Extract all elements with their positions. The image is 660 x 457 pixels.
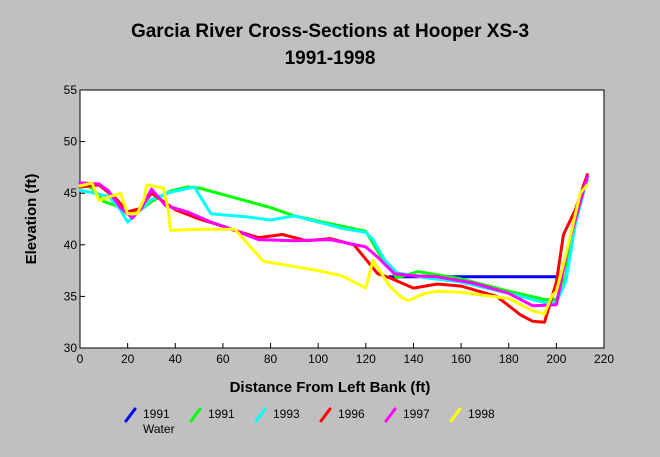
legend-swatch-0 bbox=[124, 407, 137, 423]
x-tick-label: 0 bbox=[77, 352, 84, 366]
legend-swatch-4 bbox=[384, 407, 397, 423]
legend-swatch-3 bbox=[319, 407, 332, 423]
legend-label-1: 1991 bbox=[208, 407, 235, 421]
legend-label-2: 1993 bbox=[273, 407, 300, 421]
legend-swatch-1 bbox=[189, 407, 202, 423]
y-tick-label: 30 bbox=[64, 341, 78, 355]
x-tick-label: 200 bbox=[546, 352, 566, 366]
plot-area bbox=[79, 89, 605, 349]
x-tick-label: 120 bbox=[356, 352, 376, 366]
x-tick-label: 220 bbox=[594, 352, 614, 366]
legend-swatch-5 bbox=[449, 407, 462, 423]
series-line-2 bbox=[78, 176, 589, 305]
y-tick-label: 50 bbox=[64, 135, 78, 149]
x-axis-title: Distance From Left Bank (ft) bbox=[230, 379, 431, 396]
chart-title: Garcia River Cross-Sections at Hooper XS… bbox=[131, 21, 529, 42]
x-tick-label: 40 bbox=[169, 352, 183, 366]
x-tick-label: 80 bbox=[264, 352, 278, 366]
legend-label-3: 1996 bbox=[338, 407, 365, 421]
x-tick-label: 20 bbox=[121, 352, 135, 366]
chart-subtitle: 1991-1998 bbox=[285, 48, 376, 69]
legend-label-5: 1998 bbox=[468, 407, 495, 421]
series-line-4 bbox=[78, 175, 589, 308]
legend-label-0: 1991 Water bbox=[143, 407, 175, 436]
series-lines bbox=[78, 173, 589, 324]
y-axis-title: Elevation (ft) bbox=[23, 174, 40, 265]
y-tick-label: 55 bbox=[64, 83, 78, 97]
axis-ticks: 0 20 40 60 80 100 120 140 160 180 200 220 30 35 40 45 50… bbox=[64, 83, 615, 366]
x-tick-label: 100 bbox=[308, 352, 328, 366]
y-tick-label: 40 bbox=[64, 238, 78, 252]
x-tick-label: 140 bbox=[403, 352, 423, 366]
legend-swatch-2 bbox=[254, 407, 267, 423]
series-line-5 bbox=[78, 181, 589, 316]
legend-label-4: 1997 bbox=[403, 407, 430, 421]
x-tick-label: 160 bbox=[451, 352, 471, 366]
y-tick-label: 45 bbox=[64, 186, 78, 200]
x-tick-label: 180 bbox=[499, 352, 519, 366]
x-tick-label: 60 bbox=[216, 352, 230, 366]
legend: 1991 Water 1991 1993 1996 1997 1998 bbox=[124, 407, 495, 436]
y-tick-label: 35 bbox=[64, 289, 78, 303]
